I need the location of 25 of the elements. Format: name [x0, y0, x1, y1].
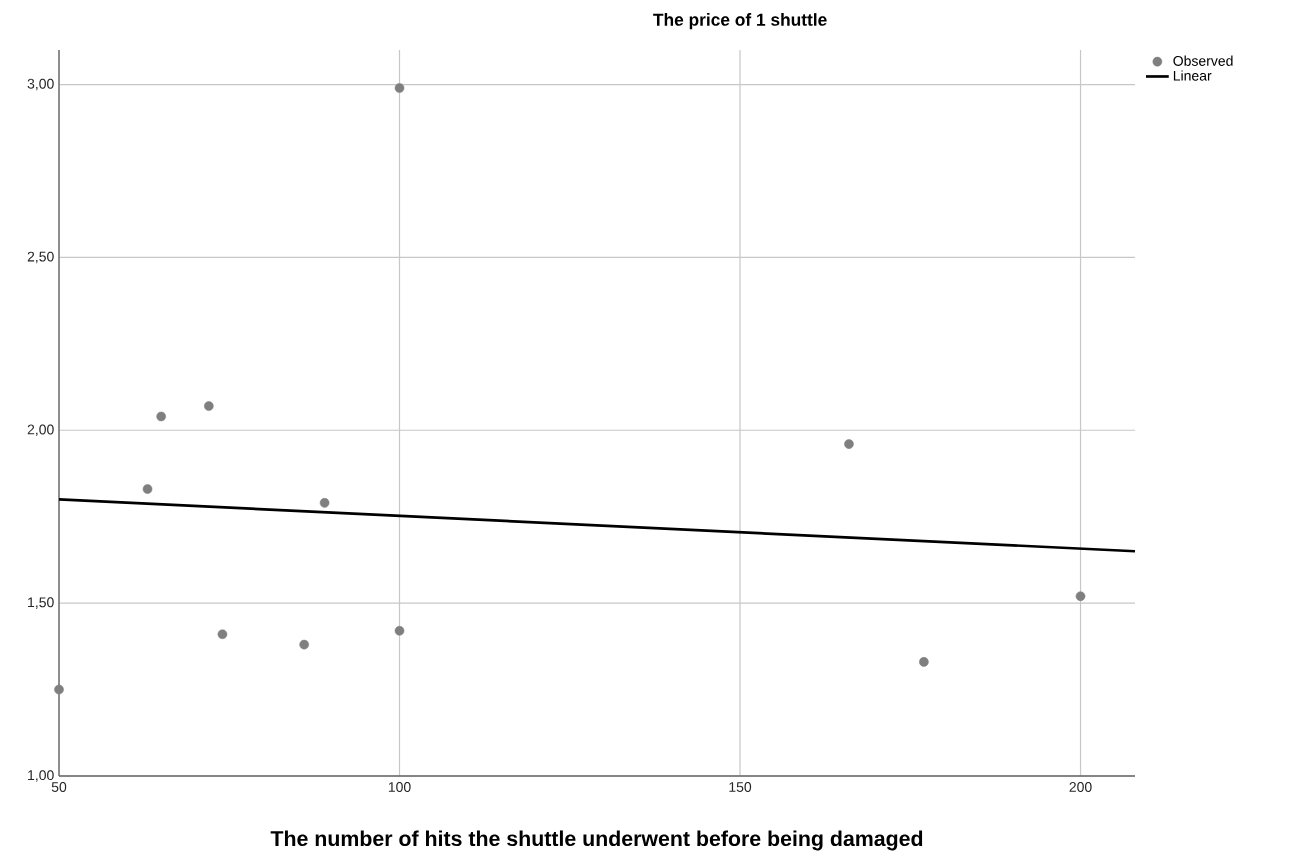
point [142, 484, 153, 494]
y-tick-label: 1,50 [28, 597, 54, 609]
y-tick-label: 1,00 [28, 770, 54, 782]
x-tick-label: 50 [51, 782, 67, 792]
point [156, 411, 166, 422]
point [394, 625, 405, 636]
point [844, 439, 854, 449]
point [217, 629, 228, 640]
y-tick-label: 2,00 [27, 424, 54, 437]
point [394, 83, 405, 93]
x-axis-title: The number of hits the shuttle underwent before being damaged [270, 830, 923, 851]
x-tick-label: 150 [729, 782, 752, 792]
point [1075, 591, 1086, 602]
point [299, 639, 309, 650]
legend-label: Observed [1173, 55, 1233, 66]
x-tick-label: 100 [388, 782, 411, 792]
legend-label: Linear [1173, 70, 1212, 81]
x-tick-label: 200 [1069, 782, 1092, 792]
point [319, 498, 330, 508]
point [919, 657, 929, 667]
chart-title: The price of 1 shuttle [653, 13, 827, 30]
point [204, 401, 214, 411]
point [54, 684, 64, 695]
y-tick-label: 2,50 [27, 251, 54, 264]
y-tick-label: 3,00 [27, 78, 54, 91]
